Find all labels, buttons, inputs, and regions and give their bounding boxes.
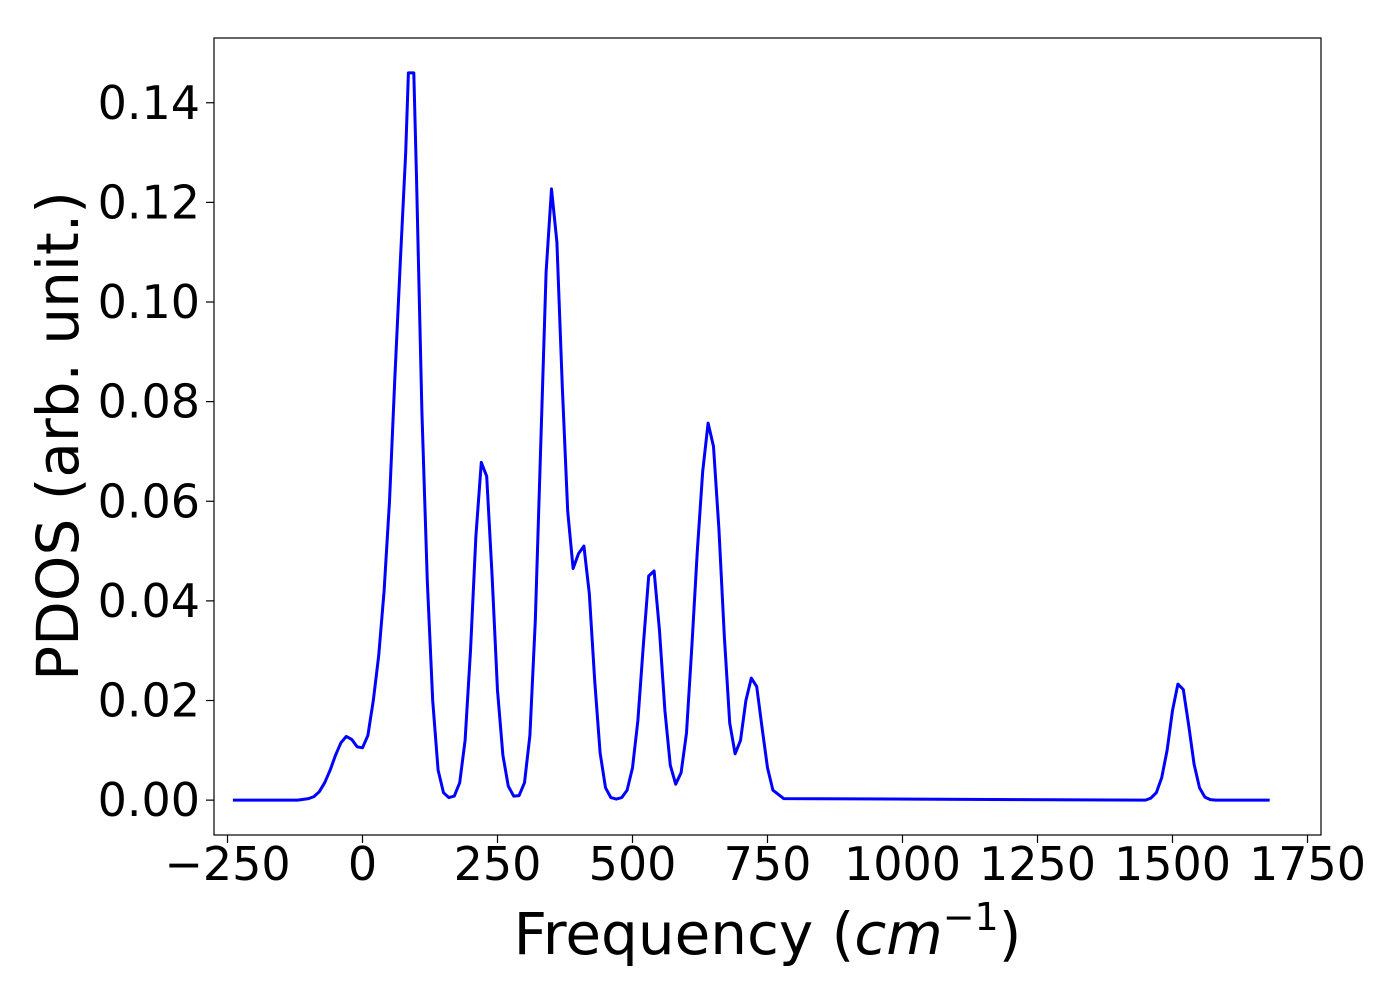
- x-tick-label: 1000: [844, 837, 961, 891]
- x-tick-label: 1750: [1249, 837, 1366, 891]
- x-axis-label-unit: cm: [854, 900, 942, 968]
- y-tick-label: 0.10: [98, 275, 200, 329]
- y-tick-label: 0.04: [98, 574, 200, 628]
- y-tick-label: 0.06: [98, 474, 200, 528]
- y-tick-label: 0.02: [98, 674, 200, 728]
- y-axis-label: PDOS (arb. unit.): [24, 191, 92, 681]
- x-axis-label-superscript: −1: [943, 895, 999, 939]
- y-tick-label: 0.08: [98, 375, 200, 429]
- y-tick-label: 0.12: [98, 175, 200, 229]
- x-tick-label: −250: [164, 837, 290, 891]
- x-axis-label-main: Frequency (: [514, 900, 855, 968]
- x-axis-ticks: −250 0 250 500 750 1000 1250 1500 1750: [164, 835, 1366, 891]
- x-tick-label: 1250: [979, 837, 1096, 891]
- x-tick-label: 1500: [1114, 837, 1231, 891]
- x-tick-label: 500: [589, 837, 677, 891]
- plot-area: [213, 37, 1322, 836]
- y-axis-ticks: 0.00 0.02 0.04 0.06 0.08 0.10 0.12 0.14: [98, 76, 214, 827]
- x-tick-label: 750: [724, 837, 812, 891]
- y-tick-label: 0.14: [98, 76, 200, 130]
- x-axis-label: Frequency (cm−1): [514, 895, 1022, 968]
- pdos-series-line: [232, 71, 1270, 802]
- x-tick-label: 0: [348, 837, 377, 891]
- x-tick-label: 250: [454, 837, 542, 891]
- y-tick-label: 0.00: [98, 773, 200, 827]
- x-axis-label-tail: ): [999, 900, 1022, 968]
